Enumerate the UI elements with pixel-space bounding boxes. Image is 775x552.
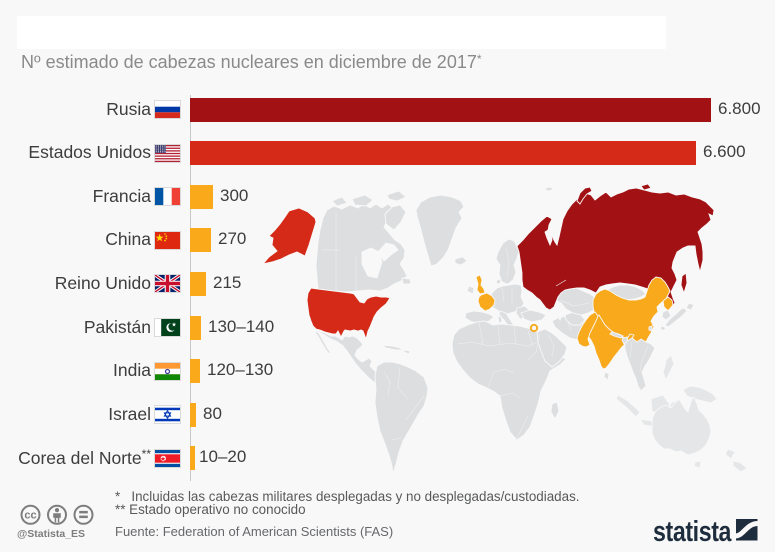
svg-text:statista: statista [653, 514, 732, 544]
svg-text:cc: cc [24, 510, 36, 522]
